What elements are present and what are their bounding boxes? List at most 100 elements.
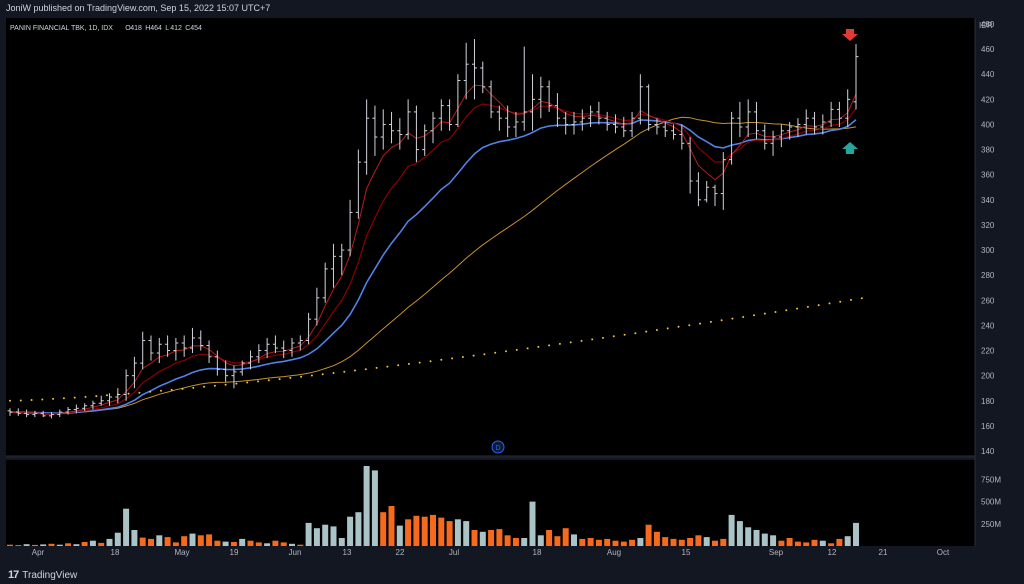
volume-bar [571,534,577,546]
volume-bar [794,541,801,546]
volume-bar [712,540,718,546]
ohlc-bar [330,243,336,288]
volume-bar [703,537,710,546]
ma-dot [19,399,22,402]
ohlc-bar [98,395,104,406]
volume-bar [853,522,859,546]
ma-blue-line [9,119,857,414]
ohlc-bar [405,99,411,140]
ohlc-value: 418 [130,25,142,32]
ohlc-bar [447,99,453,131]
ohlc-bar [737,101,743,138]
ohlc-bar [339,243,345,276]
ohlc-bar [223,360,229,382]
ohlc-bar [173,337,179,361]
ma-dot [483,353,486,356]
time-tick-label: Aug [607,548,621,557]
volume-bar [405,519,412,546]
volume-bar [65,543,72,546]
ohlc-bar [65,407,71,415]
ma-dot [699,322,702,325]
volume-bar [131,530,138,546]
time-tick-label: 12 [828,548,837,557]
ma-dot [213,384,216,387]
arrow-up-icon [842,142,858,155]
volume-bar [40,544,47,546]
ma-dot [257,380,259,383]
volume-bar [430,514,436,546]
price-tick-label: 220 [981,347,995,356]
ma-dot [461,356,464,358]
volume-bar [280,542,287,546]
ohlc-bar [579,109,585,131]
ma-dot [30,399,33,401]
volume-bar [454,519,461,546]
volume-bar [7,544,13,546]
ohlc-bar [181,335,187,357]
time-tick-label: Sep [769,548,784,557]
ma-dot [451,357,454,360]
ohlc-label: C [185,25,190,32]
volume-bar [753,530,760,546]
ohlc-bar [372,105,378,156]
ma-dot [763,312,766,315]
price-tick-label: 380 [981,146,995,155]
ma-orange-line [9,116,857,415]
ohlc-bars [7,39,859,419]
ma-dot [860,297,863,300]
ma-dot [472,354,475,357]
volume-bar [272,540,279,546]
volume-bar [811,539,818,546]
price-tick-label: 320 [981,221,995,230]
ohlc-bar [7,408,13,416]
volume-bar [479,531,486,546]
volume-bar [56,544,63,546]
ohlc-bar [189,327,195,354]
volume-bar [587,538,594,546]
ohlc-bar [712,184,718,207]
price-tick-label: 420 [981,95,995,104]
ohlc-bar [745,99,751,138]
ohlc-bar [770,130,776,156]
volume-bar [562,528,569,546]
ma-dot [52,397,55,400]
volume-bar [15,545,22,546]
ohlc-bar [115,388,121,404]
time-tick-label: 19 [230,548,239,557]
ma-dot [817,304,820,307]
ohlc-bar [687,137,693,194]
volume-bar [595,539,602,546]
ma-dot [386,365,389,368]
ohlc-bar [795,118,801,138]
tradingview-brand[interactable]: 17 TradingView [8,569,77,581]
time-tick-label: Jun [289,548,302,557]
ohlc-bar [588,105,594,127]
ohlc-bar [15,408,21,416]
ohlc-bar [413,105,419,163]
time-tick-label: 21 [879,548,888,557]
volume-bar [48,543,55,546]
dividend-marker-label: D [495,445,500,452]
ma-dot [688,324,691,327]
ohlc-bar [24,409,30,418]
volume-bar [604,538,611,546]
volume-bar [388,506,395,546]
volume-bar [761,533,768,546]
volume-bar [164,537,171,546]
ohlc-bar [248,350,254,370]
ma-dot [806,305,809,308]
ohlc-bar [57,409,63,418]
dividend-marker: D [491,440,505,454]
volume-bar [189,533,196,546]
dividend-marker-circle [491,440,505,454]
ohlc-bar [662,121,668,138]
time-tick-label: 13 [343,548,352,557]
ma-dot [753,314,755,317]
volume-bar [89,540,96,546]
ohlc-bar [82,403,88,411]
volume-bar [496,529,503,546]
ohlc-bar [646,84,652,131]
ma-dot [106,394,108,397]
volume-bar [81,542,88,546]
